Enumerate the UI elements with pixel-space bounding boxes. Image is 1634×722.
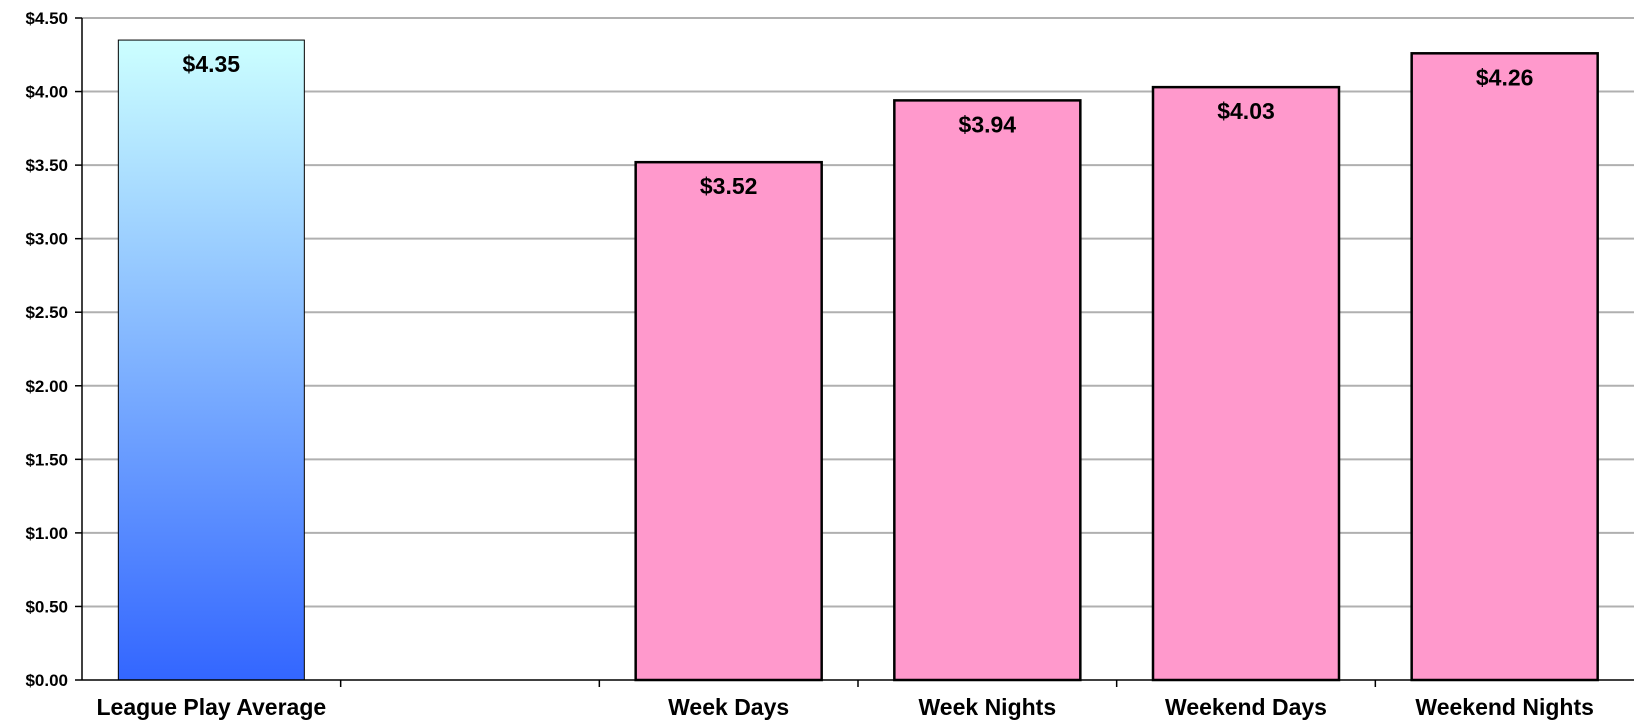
data-label: $3.52 (700, 173, 758, 199)
y-tick-label: $3.50 (25, 156, 68, 175)
data-labels: $4.35 $3.52 $3.94 $4.03 $4.26 (183, 51, 1534, 199)
y-tick-label: $0.00 (25, 671, 68, 690)
y-tick-label: $2.00 (25, 377, 68, 396)
y-tick-label: $1.50 (25, 450, 68, 469)
x-axis-tick-labels: League Play Average Week Days Week Nights W… (96, 694, 1593, 720)
x-tick-label: Weekend Nights (1415, 694, 1594, 720)
y-tick-label: $4.00 (25, 83, 68, 102)
y-tick-label: $1.00 (25, 524, 68, 543)
bar (893, 99, 1082, 682)
data-label: $4.26 (1476, 64, 1534, 90)
axes (81, 18, 1634, 687)
bar (1410, 52, 1599, 682)
y-tick-label: $4.50 (25, 9, 68, 28)
data-label: $4.35 (183, 51, 241, 77)
y-tick-label: $2.50 (25, 303, 68, 322)
y-axis-tick-labels: $0.00 $0.50 $1.00 $1.50 $2.00 $2.50 $3.00 $3.50… (25, 9, 82, 690)
x-tick-label: Weekend Days (1165, 694, 1327, 720)
x-tick-label: Week Days (668, 694, 789, 720)
y-tick-label: $0.50 (25, 597, 68, 616)
data-label: $3.94 (959, 111, 1017, 137)
data-label: $4.03 (1217, 98, 1275, 124)
bar (117, 39, 305, 681)
bars (117, 39, 1599, 682)
x-tick-label: Week Nights (919, 694, 1057, 720)
bar (634, 160, 823, 682)
gridlines (82, 17, 1634, 608)
bar (1151, 85, 1341, 682)
y-tick-label: $3.00 (25, 230, 68, 249)
x-tick-label: League Play Average (96, 694, 326, 720)
